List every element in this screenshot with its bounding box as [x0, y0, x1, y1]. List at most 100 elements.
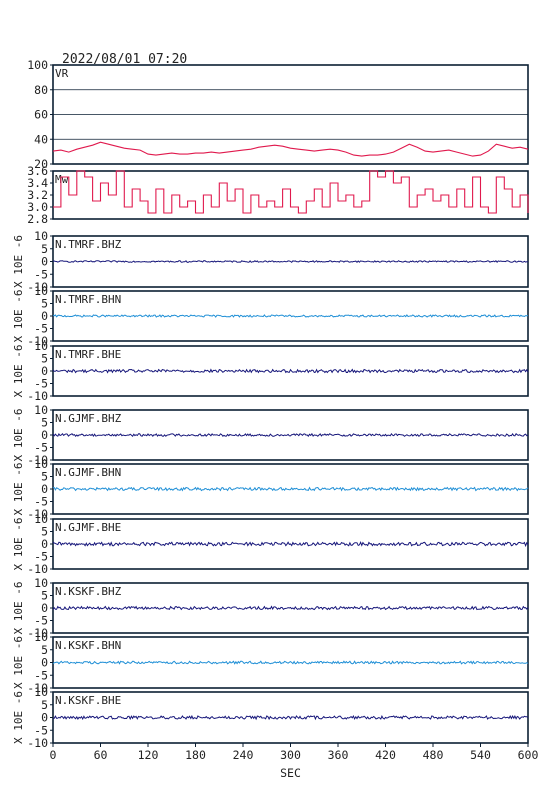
y-tick-label: 10: [34, 512, 48, 526]
panels-group: 10080604020VR3.63.43.23.02.8Mw1050-5-10N…: [12, 58, 529, 750]
y-tick-label: 3.2: [27, 188, 48, 202]
series-line-vr: [52, 141, 529, 157]
y-axis-units-label: X 10E -6: [12, 409, 25, 462]
y-tick-label: -10: [27, 334, 48, 348]
y-tick-label: -5: [34, 668, 48, 682]
x-axis: 0 60 120 180 240 300 360 420 480 540 600 SEC: [50, 743, 539, 780]
series-line-n-gjmf-bhz: [52, 432, 529, 438]
y-axis-units-label: X 10E -6: [12, 518, 25, 571]
y-tick-label: 3.6: [27, 164, 48, 178]
y-tick-label: -5: [34, 723, 48, 737]
y-tick-label: 5: [41, 242, 48, 256]
series-line-n-kskf-bhe: [52, 714, 529, 721]
y-tick-label: 5: [41, 643, 48, 657]
y-axis-units-label: X 10E -6: [12, 582, 25, 635]
y-tick-label: 5: [41, 352, 48, 366]
y-tick-label: 5: [41, 589, 48, 603]
y-tick-label: 3.4: [27, 176, 48, 190]
y-tick-label: 20: [34, 157, 48, 171]
panel-label: N.TMRF.BHZ: [55, 238, 122, 251]
y-tick-label: -5: [34, 614, 48, 628]
y-tick-label: -5: [34, 377, 48, 391]
x-tick-label: 60: [94, 748, 108, 762]
y-tick-label: 10: [34, 339, 48, 353]
series-line-n-kskf-bhn: [52, 660, 529, 665]
y-tick-label: -10: [27, 626, 48, 640]
y-tick-label: -10: [27, 507, 48, 521]
y-tick-label: 10: [34, 457, 48, 471]
y-tick-label: -5: [34, 495, 48, 509]
series-line-n-gjmf-bhe: [52, 541, 529, 548]
x-axis-label: SEC: [280, 766, 301, 780]
x-tick-label: 360: [328, 748, 349, 762]
y-tick-label: 0: [41, 537, 48, 551]
panel-label: N.GJMF.BHZ: [55, 412, 122, 425]
y-tick-label: 5: [41, 416, 48, 430]
x-tick-label: 180: [185, 748, 206, 762]
series-line-n-tmrf-bhz: [52, 259, 528, 264]
y-tick-label: 0: [41, 309, 48, 323]
y-tick-label: 0: [41, 601, 48, 615]
y-tick-label: 10: [34, 284, 48, 298]
y-tick-label: 60: [34, 108, 48, 122]
y-tick-label: 10: [34, 229, 48, 243]
y-tick-label: 5: [41, 698, 48, 712]
y-tick-label: -10: [27, 681, 48, 695]
y-tick-label: 0: [41, 656, 48, 670]
y-tick-label: 10: [34, 576, 48, 590]
panel-label: N.TMRF.BHE: [55, 348, 121, 361]
panel-label: Mw: [55, 173, 69, 186]
y-tick-label: 10: [34, 685, 48, 699]
timestamp-title: 2022/08/01 07:20: [62, 52, 187, 67]
y-tick-label: 40: [34, 132, 48, 146]
y-axis-units-label: X 10E -6: [12, 636, 25, 689]
panel-label: N.TMRF.BHN: [55, 293, 121, 306]
y-tick-label: -5: [34, 441, 48, 455]
panel-label: N.KSKF.BHE: [55, 694, 121, 707]
y-tick-label: 10: [34, 630, 48, 644]
series-line-n-gjmf-bhn: [52, 486, 529, 492]
x-tick-label: 540: [470, 748, 491, 762]
y-tick-label: -10: [27, 736, 48, 750]
y-tick-label: -10: [27, 453, 48, 467]
series-line-n-tmrf-bhe: [52, 368, 529, 374]
y-tick-label: 0: [41, 364, 48, 378]
y-tick-label: -5: [34, 322, 48, 336]
y-tick-label: 0: [41, 255, 48, 269]
y-tick-label: 5: [41, 297, 48, 311]
x-tick-label: 120: [138, 748, 159, 762]
y-tick-label: -5: [34, 550, 48, 564]
y-tick-label: -10: [27, 389, 48, 403]
panel-label: VR: [55, 67, 69, 80]
y-tick-label: -10: [27, 280, 48, 294]
y-tick-label: 5: [41, 525, 48, 539]
x-tick-label: 480: [423, 748, 444, 762]
series-line-n-kskf-bhz: [52, 605, 529, 611]
y-tick-label: 0: [41, 482, 48, 496]
panel-mw: 3.63.43.23.02.8 Mw: [27, 164, 529, 226]
y-tick-label: 10: [34, 403, 48, 417]
panel-vr: 100 80 60 40 20 VR: [27, 58, 529, 171]
y-axis-units-label: X 10E -6: [12, 691, 25, 744]
y-tick-label: 3.0: [27, 200, 48, 214]
panel-label: N.GJMF.BHN: [55, 466, 121, 479]
panel-label: N.KSKF.BHN: [55, 639, 121, 652]
y-tick-label: 100: [27, 58, 48, 72]
y-tick-label: 5: [41, 470, 48, 484]
series-line-mw: [53, 170, 529, 214]
y-tick-label: 80: [34, 83, 48, 97]
y-axis-units-label: X 10E -6: [12, 290, 25, 343]
x-tick-label: 600: [518, 748, 539, 762]
y-tick-label: -10: [27, 562, 48, 576]
x-tick-label: 0: [50, 748, 57, 762]
x-tick-label: 420: [375, 748, 396, 762]
